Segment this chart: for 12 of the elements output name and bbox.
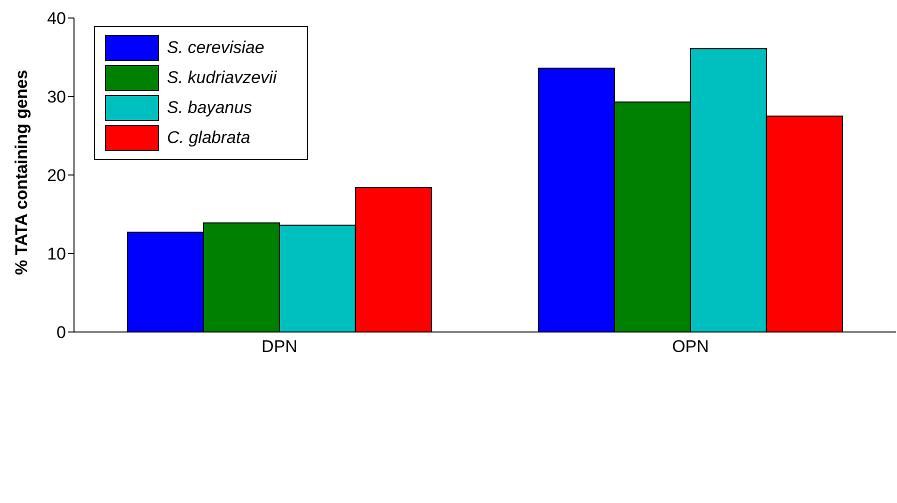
y-axis-title: % TATA containing genes <box>12 70 32 275</box>
y-tick-label: 40 <box>47 9 66 28</box>
x-tick-label: OPN <box>672 337 709 356</box>
y-tick-label: 10 <box>47 244 66 264</box>
legend-label: C. glabrata <box>167 128 252 148</box>
y-tick-label: 20 <box>47 166 66 186</box>
legend-label: S. cerevisiae <box>167 38 266 58</box>
x-tick-label: DPN <box>262 337 298 356</box>
legend-label: S. kudriavzevii <box>167 68 278 88</box>
y-tick-label: 30 <box>47 88 66 107</box>
legend-label: S. bayanus <box>167 98 254 118</box>
y-tick-label: 0 <box>56 323 66 342</box>
